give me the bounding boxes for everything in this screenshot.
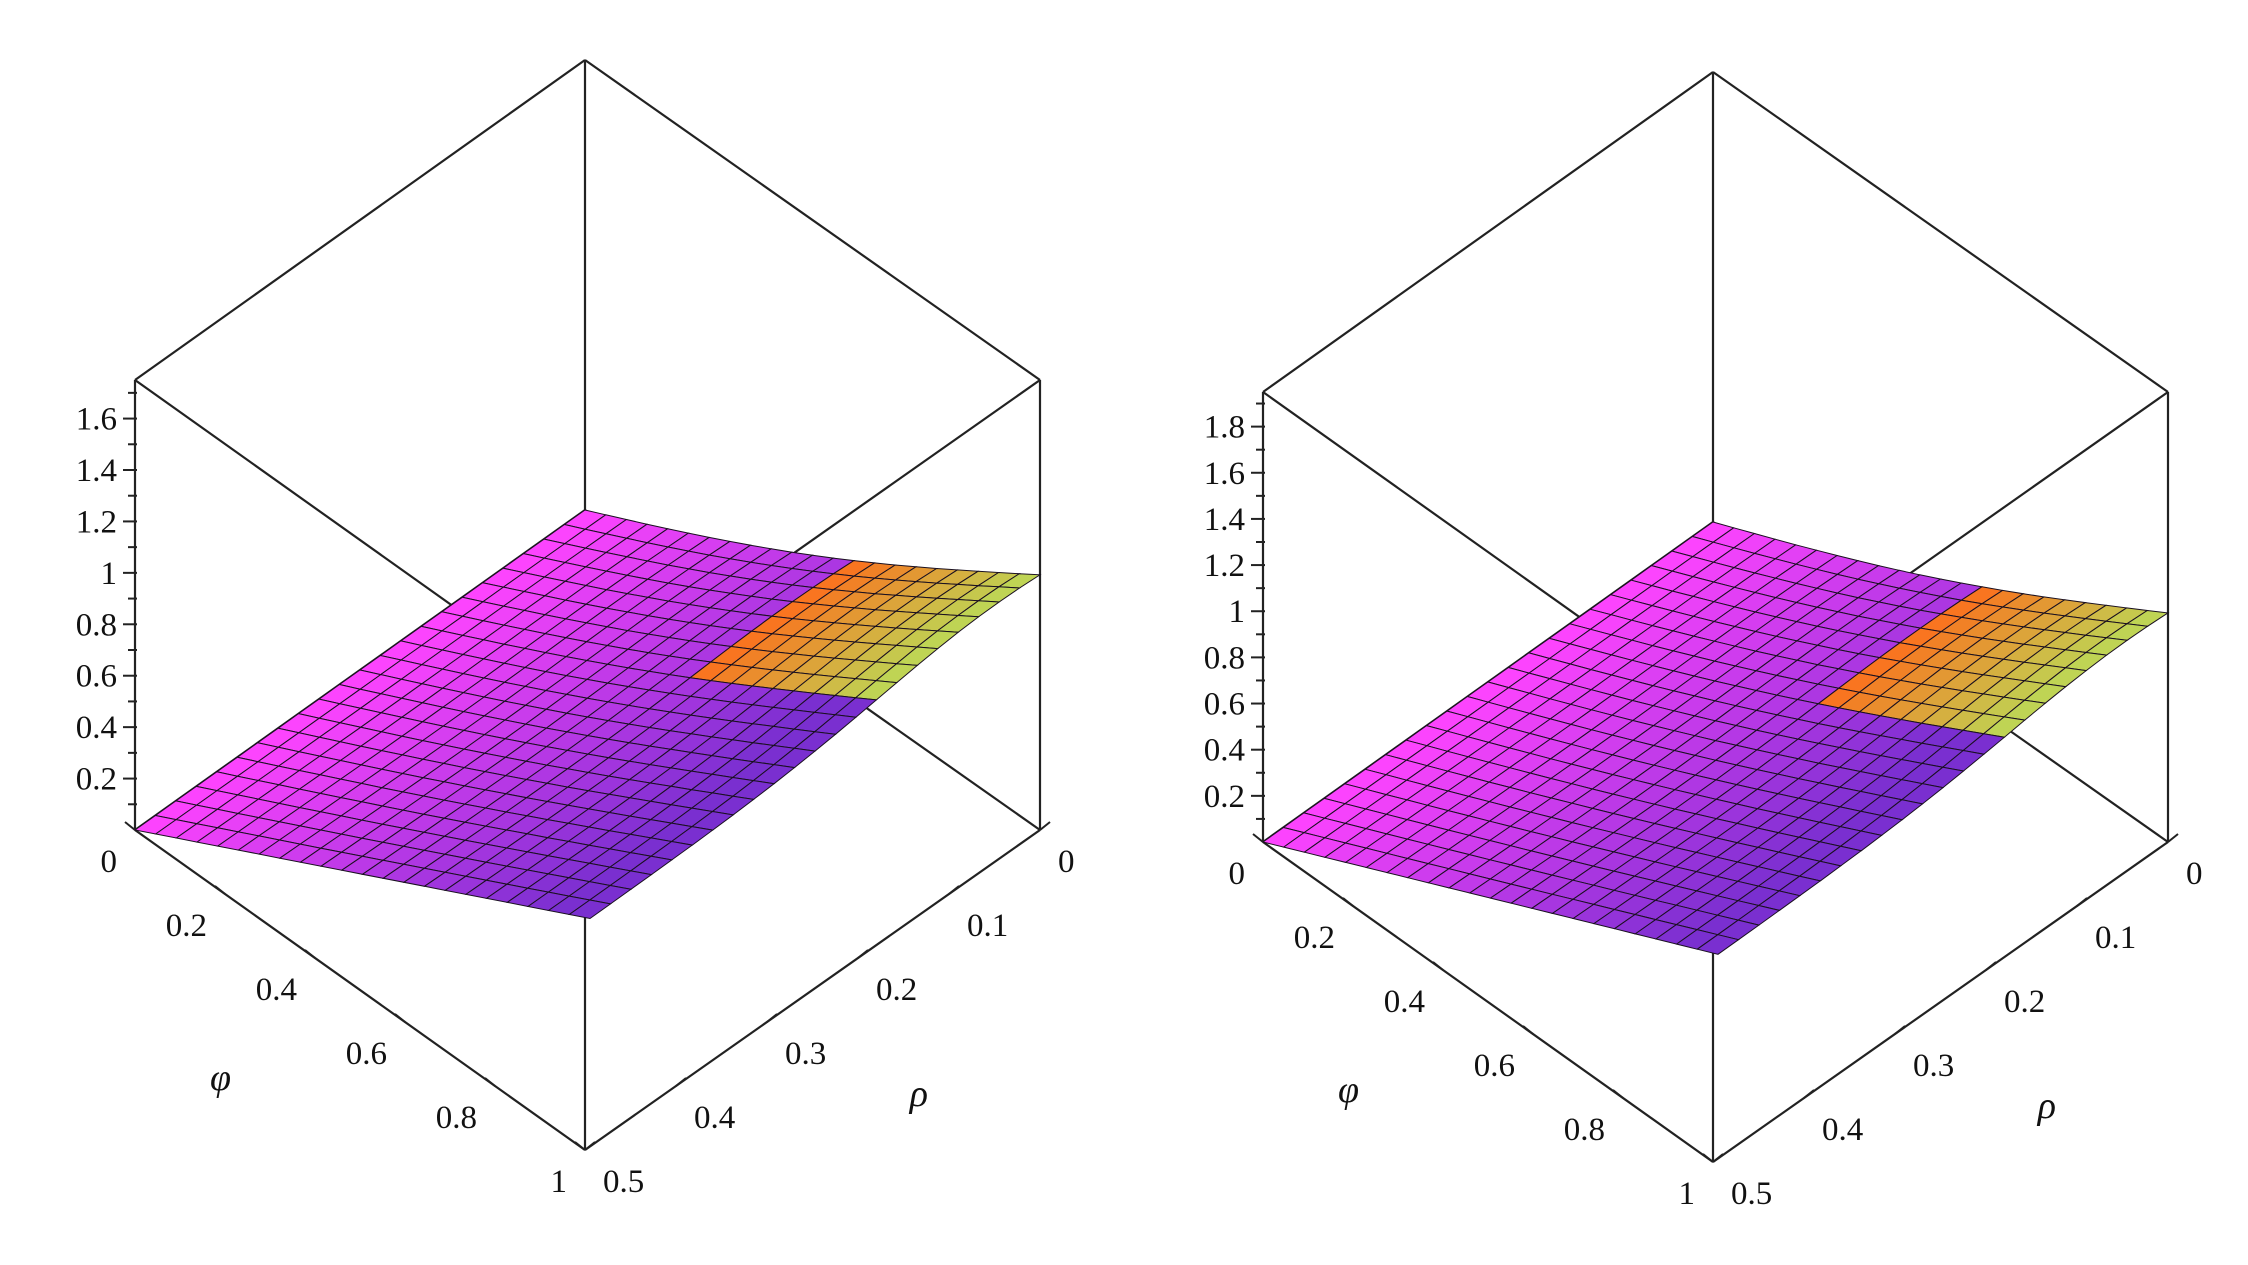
surface-mesh xyxy=(1261,521,2170,955)
z-tick-label: 0.2 xyxy=(1204,779,1245,815)
rho-tick xyxy=(675,1077,687,1087)
box-edge xyxy=(1262,71,1714,393)
rho-tick-label: 0.2 xyxy=(876,972,917,1008)
z-tick-label: 1 xyxy=(101,556,118,592)
rho-tick xyxy=(1894,1025,1906,1035)
z-tick-label: 1.6 xyxy=(1204,456,1245,492)
z-tick-label: 0.8 xyxy=(1204,640,1245,676)
rho-tick-label: 0 xyxy=(1058,844,1075,880)
phi-tick xyxy=(214,885,226,895)
phi-tick xyxy=(1702,1153,1714,1163)
z-tick-label: 0.6 xyxy=(76,659,117,695)
phi-tick-label: 0.8 xyxy=(436,1100,477,1136)
rho-tick-label: 0.5 xyxy=(1731,1176,1772,1212)
rho-tick-label: 0.2 xyxy=(2004,984,2045,1020)
axis-rho-line xyxy=(1712,841,2169,1163)
z-tick-label: 1.2 xyxy=(76,504,117,540)
phi-tick-label: 0.8 xyxy=(1564,1112,1605,1148)
z-tick-label: 1.4 xyxy=(76,453,117,489)
phi-tick xyxy=(1252,833,1264,843)
z-tick-label: 1.6 xyxy=(76,402,117,438)
rho-axis-label: ρ xyxy=(2037,1085,2056,1127)
rho-tick xyxy=(766,1013,778,1023)
phi-axis-label: φ xyxy=(1338,1069,1359,1111)
z-tick-label: 0.8 xyxy=(76,607,117,643)
axis-phi-line xyxy=(1262,841,1714,1163)
phi-tick-label: 0 xyxy=(1229,856,1246,892)
rho-tick-label: 0.4 xyxy=(694,1100,735,1136)
rho-tick xyxy=(1803,1089,1815,1099)
phi-tick xyxy=(1522,1025,1534,1035)
box-edge xyxy=(134,59,586,381)
axis-rho-line xyxy=(584,829,1041,1151)
z-tick-label: 0.6 xyxy=(1204,687,1245,723)
rho-tick xyxy=(948,885,960,895)
axis-phi-line xyxy=(134,829,586,1151)
rho-tick xyxy=(2076,897,2088,907)
rho-tick xyxy=(1985,961,1997,971)
phi-tick-label: 0.2 xyxy=(166,908,207,944)
rho-tick xyxy=(857,949,869,959)
phi-tick-label: 0.4 xyxy=(256,972,297,1008)
z-tick-label: 1.8 xyxy=(1204,410,1245,446)
phi-tick xyxy=(304,949,316,959)
rho-tick-label: 0.1 xyxy=(967,908,1008,944)
rho-tick-label: 0 xyxy=(2186,856,2203,892)
phi-tick-label: 1 xyxy=(1679,1176,1696,1212)
phi-tick-label: 0.2 xyxy=(1294,920,1335,956)
phi-tick-label: 0.6 xyxy=(1474,1048,1515,1084)
phi-tick xyxy=(394,1013,406,1023)
phi-axis-label: φ xyxy=(210,1057,231,1099)
rho-tick xyxy=(1712,1153,1724,1163)
phi-tick-label: 0.4 xyxy=(1384,984,1425,1020)
surface-patch xyxy=(1696,934,1740,955)
surface-patch xyxy=(568,899,612,920)
phi-tick-label: 0.6 xyxy=(346,1036,387,1072)
panel-1: 0.2 0.4 0.6 0.8 1 1.2 1.4 1.6 0 0.2 0.4 0.6 0.8 1 φ 0 0.… xyxy=(76,59,1075,1200)
rho-tick-label: 0.4 xyxy=(1822,1112,1863,1148)
phi-tick-label: 0 xyxy=(101,844,118,880)
panel-2: 0.2 0.4 0.6 0.8 1 1.2 1.4 1.6 1.8 0 0.2 0.4 0.6 0.8 1 φ… xyxy=(1204,71,2203,1212)
box-edge xyxy=(584,59,1041,381)
rho-axis-label: ρ xyxy=(909,1073,928,1115)
z-tick-label: 1.2 xyxy=(1204,548,1245,584)
phi-tick xyxy=(124,821,136,831)
z-tick-label: 0.4 xyxy=(1204,733,1245,769)
z-tick-label: 1 xyxy=(1229,594,1246,630)
rho-tick xyxy=(1039,821,1051,831)
rho-tick-label: 0.5 xyxy=(603,1164,644,1200)
phi-tick-label: 1 xyxy=(551,1164,568,1200)
z-tick-label: 1.4 xyxy=(1204,502,1245,538)
phi-tick xyxy=(574,1141,586,1151)
phi-tick xyxy=(1612,1089,1624,1099)
z-tick-label: 0.4 xyxy=(76,710,117,746)
rho-tick-label: 0.3 xyxy=(1913,1048,1954,1084)
surface-mesh xyxy=(133,509,1042,920)
box-edge xyxy=(1712,71,2169,393)
rho-tick xyxy=(2167,833,2179,843)
rho-tick-label: 0.3 xyxy=(785,1036,826,1072)
rho-tick-label: 0.1 xyxy=(2095,920,2136,956)
phi-tick xyxy=(1432,961,1444,971)
phi-tick xyxy=(1342,897,1354,907)
rho-tick xyxy=(584,1141,596,1151)
z-tick-label: 0.2 xyxy=(76,762,117,798)
phi-tick xyxy=(484,1077,496,1087)
